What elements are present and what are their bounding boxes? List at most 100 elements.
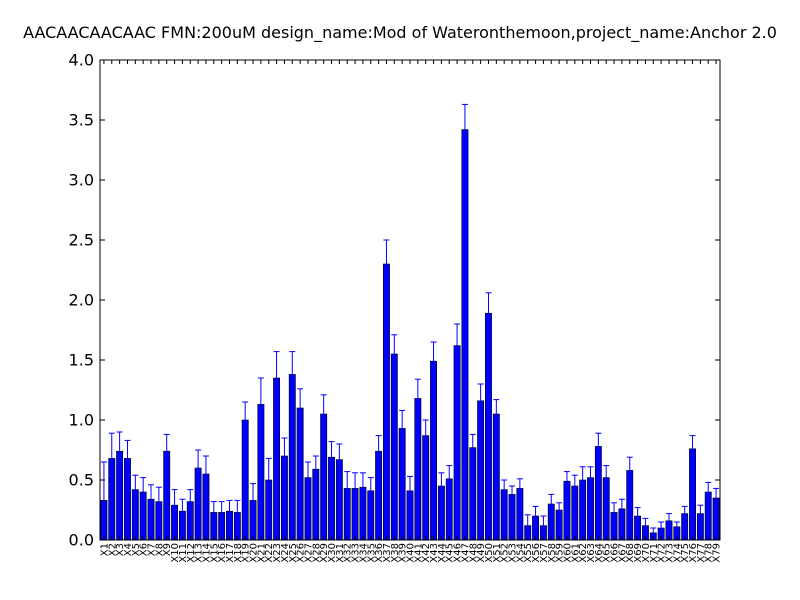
bar-X33 — [351, 488, 359, 541]
error-bar-X53 — [509, 485, 516, 495]
error-bar-X1 — [100, 461, 107, 501]
error-bar-X67 — [618, 498, 625, 509]
x-tick-label-X28: X28 — [311, 543, 322, 563]
bar-X48 — [469, 447, 477, 541]
x-tick-label-X41: X41 — [413, 543, 424, 563]
error-bar-X11 — [179, 498, 186, 512]
bar-X22 — [265, 479, 273, 541]
x-tick-label-X42: X42 — [421, 543, 432, 563]
x-tick-label-X4: X4 — [123, 543, 134, 556]
bar-X62 — [579, 479, 587, 541]
error-bar-X42 — [422, 419, 429, 436]
error-bar-X68 — [626, 456, 633, 471]
x-tick-label-X67: X67 — [617, 543, 628, 563]
bar-X28 — [312, 468, 320, 541]
x-tick-label-X54: X54 — [515, 543, 526, 563]
error-bar-X40 — [407, 475, 413, 491]
error-bar-X15 — [210, 501, 217, 513]
x-tick-label-X17: X17 — [225, 543, 236, 563]
x-tick-label-X13: X13 — [194, 543, 205, 563]
x-tick-label-X64: X64 — [594, 543, 605, 563]
bar-X36 — [375, 450, 383, 541]
bar-X18 — [233, 512, 241, 541]
bar-X32 — [343, 488, 351, 541]
y-tick-label-3.5: 3.5 — [69, 111, 94, 130]
error-bar-X65 — [603, 465, 610, 478]
bar-X29 — [320, 413, 328, 541]
error-bar-X75 — [681, 505, 688, 514]
y-tick-label-2.5: 2.5 — [69, 231, 94, 250]
error-bar-X25 — [289, 351, 296, 375]
ticks-layer — [100, 59, 720, 541]
bar-X14 — [202, 473, 210, 541]
bar-X21 — [257, 404, 265, 541]
x-tick-label-X57: X57 — [539, 543, 550, 563]
x-tick-label-X2: X2 — [107, 543, 118, 556]
bar-X8 — [155, 501, 163, 541]
bar-X43 — [430, 360, 437, 541]
bar-X23 — [273, 377, 281, 541]
error-bar-X27 — [304, 461, 311, 478]
x-tick-label-X66: X66 — [610, 543, 621, 563]
x-tick-label-X16: X16 — [217, 543, 228, 563]
bar-X26 — [296, 407, 304, 541]
bar-X12 — [186, 501, 194, 541]
error-bar-X22 — [265, 457, 272, 480]
bar-X17 — [226, 510, 233, 541]
x-tick-label-X53: X53 — [508, 543, 519, 563]
plot-frame — [99, 59, 721, 541]
x-tick-label-X22: X22 — [264, 543, 275, 563]
bar-X54 — [516, 488, 524, 541]
error-bar-X46 — [454, 323, 461, 346]
x-tick-label-X36: X36 — [374, 543, 385, 563]
error-bar-X7 — [148, 484, 155, 500]
x-tick-label-X3: X3 — [115, 543, 126, 556]
bar-X11 — [178, 510, 186, 541]
y-tick-label-2.0: 2.0 — [69, 291, 94, 310]
x-tick-label-X43: X43 — [429, 543, 440, 563]
bar-X30 — [328, 456, 335, 541]
bar-X24 — [280, 455, 288, 541]
error-bar-X33 — [352, 472, 359, 489]
bar-X37 — [383, 263, 390, 541]
error-bar-X8 — [155, 486, 162, 502]
x-tick-label-X55: X55 — [523, 543, 534, 563]
y-tick-label-4.0: 4.0 — [69, 51, 94, 70]
x-tick-label-X9: X9 — [162, 543, 173, 556]
error-bar-X31 — [336, 443, 343, 460]
bar-X40 — [406, 490, 414, 541]
y-tick-labels: 0.0 0.5 1.0 1.5 2.0 2.5 3.0 3.5 4.0 — [69, 51, 94, 550]
error-bar-X51 — [493, 399, 500, 414]
y-tick-label-3.0: 3.0 — [69, 171, 94, 190]
x-tick-label-X29: X29 — [319, 543, 330, 563]
x-tick-label-X74: X74 — [672, 543, 683, 563]
error-bar-X72 — [658, 521, 665, 528]
error-bar-X43 — [430, 341, 437, 362]
bar-X51 — [492, 413, 500, 541]
x-tick-label-X40: X40 — [406, 543, 417, 563]
bar-X4 — [124, 458, 131, 541]
bar-X10 — [171, 504, 178, 541]
error-bar-X77 — [697, 504, 704, 514]
bar-X5 — [131, 489, 139, 541]
error-bar-X29 — [320, 394, 327, 414]
error-bar-X10 — [171, 489, 178, 506]
bar-X61 — [571, 485, 579, 541]
y-tick-label-1.0: 1.0 — [69, 411, 94, 430]
bar-X78 — [704, 491, 712, 541]
bar-X42 — [422, 435, 430, 541]
bar-X1 — [100, 500, 108, 541]
error-bar-X73 — [665, 513, 672, 521]
x-tick-label-X78: X78 — [704, 543, 715, 563]
error-bar-X26 — [297, 388, 304, 408]
error-bar-X5 — [132, 474, 139, 490]
x-tick-label-X49: X49 — [476, 543, 487, 563]
x-tick-label-X26: X26 — [296, 543, 307, 563]
x-tick-label-X59: X59 — [555, 543, 566, 563]
bar-X58 — [547, 503, 555, 541]
bar-X47 — [461, 129, 469, 541]
x-tick-label-X56: X56 — [531, 543, 542, 563]
error-bar-X79 — [713, 487, 720, 498]
error-bar-X23 — [273, 351, 280, 378]
x-tick-label-X14: X14 — [201, 543, 212, 563]
